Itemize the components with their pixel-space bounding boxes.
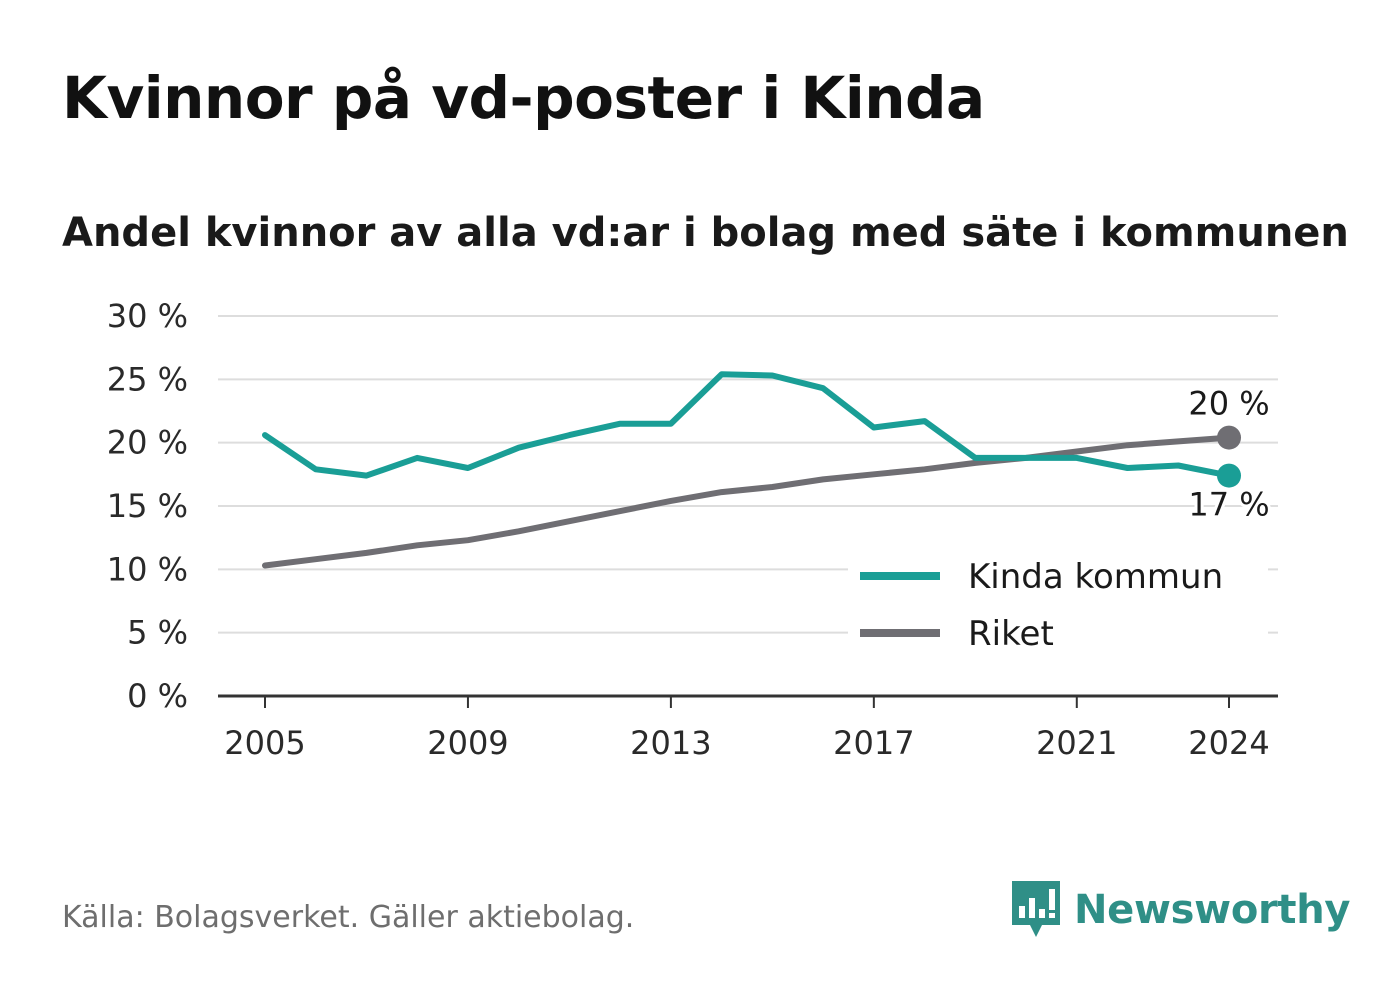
series-line xyxy=(262,434,1232,569)
end-label: 20 % xyxy=(1188,385,1269,423)
end-point xyxy=(1217,463,1241,488)
chart-subtitle: Andel kvinnor av alla vd:ar i bolag med … xyxy=(62,210,1349,256)
y-tick-label: 10 % xyxy=(107,550,188,588)
legend: Kinda kommun Riket xyxy=(848,548,1268,666)
y-tick-label: 5 % xyxy=(127,614,188,652)
grid-lines xyxy=(218,315,1278,634)
y-tick-label: 20 % xyxy=(107,424,188,462)
x-tick-label: 2005 xyxy=(224,724,305,762)
y-tick-label: 0 % xyxy=(127,677,188,715)
legend-background xyxy=(848,548,1268,666)
series-line xyxy=(262,371,1232,479)
y-tick-label: 15 % xyxy=(107,487,188,525)
legend-label: Riket xyxy=(968,614,1054,654)
source-note: Källa: Bolagsverket. Gäller aktiebolag. xyxy=(62,900,635,935)
x-tick-label: 2009 xyxy=(427,724,508,762)
end-point xyxy=(1217,425,1241,450)
x-tick-label: 2013 xyxy=(630,724,711,762)
x-tick-label: 2024 xyxy=(1188,724,1269,762)
legend-label: Kinda kommun xyxy=(968,557,1223,597)
chart-title: Kvinnor på vd-poster i Kinda xyxy=(62,64,985,132)
axes: 0 % 5 % 10 % 15 % 20 % 25 % 30 % 2005 2009 2013 20… xyxy=(107,297,1278,762)
x-tick-label: 2021 xyxy=(1036,724,1117,762)
x-tick-label: 2017 xyxy=(833,724,914,762)
y-tick-label: 25 % xyxy=(107,360,188,398)
end-label: 17 % xyxy=(1188,486,1269,524)
newsworthy-logo-icon xyxy=(1012,881,1060,937)
brand-name: Newsworthy xyxy=(1074,887,1351,933)
y-tick-label: 30 % xyxy=(107,297,188,335)
series: 20 % 17 % xyxy=(262,371,1273,569)
brand-logo[interactable]: Newsworthy xyxy=(1010,878,1351,942)
